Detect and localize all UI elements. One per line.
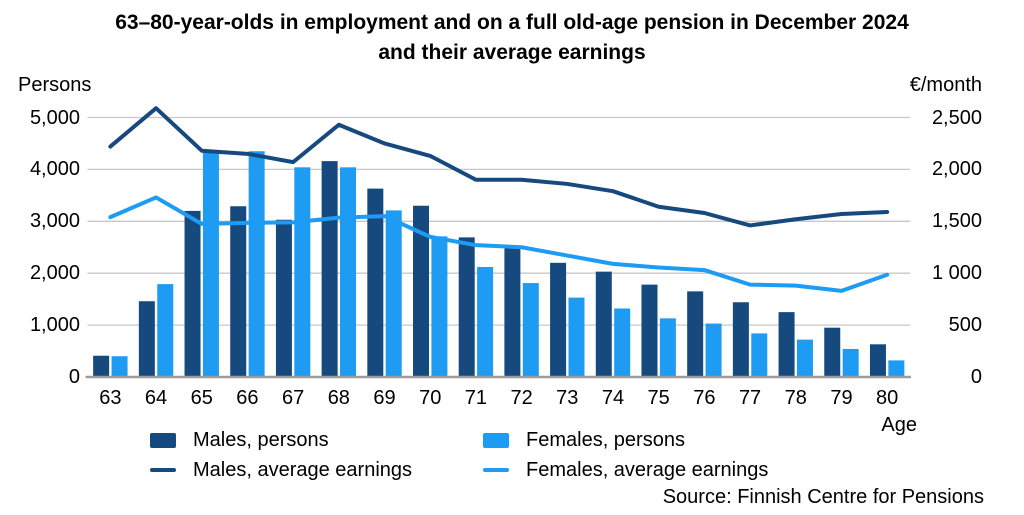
right-tick-500: 500 bbox=[948, 314, 982, 337]
left-tick-1,000: 1,000 bbox=[29, 314, 80, 337]
bar-males-70 bbox=[413, 205, 430, 377]
bar-males-69 bbox=[367, 188, 384, 377]
x-tick-74: 74 bbox=[601, 387, 625, 409]
bar-males-66 bbox=[230, 206, 247, 377]
legend-label-females-persons: Females, persons bbox=[526, 428, 685, 451]
bar-females-75 bbox=[659, 318, 676, 377]
x-axis-title: Age bbox=[881, 414, 917, 436]
legend-label-males-earnings: Males, average earnings bbox=[193, 458, 413, 481]
right-axis-unit-label: €/month bbox=[909, 74, 982, 96]
bar-males-72 bbox=[504, 248, 521, 377]
left-tick-3,000: 3,000 bbox=[29, 210, 80, 233]
bar-females-67 bbox=[294, 167, 311, 377]
bar-females-78 bbox=[796, 339, 813, 377]
x-tick-69: 69 bbox=[373, 387, 396, 409]
x-tick-65: 65 bbox=[190, 387, 213, 409]
bar-females-68 bbox=[340, 167, 357, 377]
bar-males-68 bbox=[321, 161, 338, 377]
legend-item-males-earnings: Males, average earnings bbox=[150, 458, 412, 482]
legend-item-females-earnings: Females, average earnings bbox=[483, 458, 768, 482]
bar-females-69 bbox=[385, 210, 402, 377]
right-tick-0: 0 bbox=[970, 366, 982, 388]
bar-females-77 bbox=[751, 333, 768, 377]
legend-label-males-persons: Males, persons bbox=[193, 428, 329, 451]
x-tick-73: 73 bbox=[556, 387, 579, 409]
right-tick-2,000: 2,000 bbox=[931, 158, 982, 181]
left-tick-2,000: 2,000 bbox=[29, 262, 80, 285]
females-persons-swatch-icon bbox=[483, 432, 509, 448]
bar-males-76 bbox=[687, 291, 704, 377]
bar-males-77 bbox=[732, 302, 749, 377]
males-persons-swatch-icon bbox=[150, 432, 176, 448]
right-tick-1 000: 1 000 bbox=[931, 262, 982, 285]
bar-females-64 bbox=[157, 284, 174, 377]
bar-females-74 bbox=[614, 308, 631, 377]
x-tick-72: 72 bbox=[510, 387, 533, 409]
x-tick-75: 75 bbox=[647, 387, 670, 409]
bar-females-79 bbox=[842, 348, 859, 377]
x-tick-71: 71 bbox=[464, 387, 488, 409]
bar-males-79 bbox=[824, 327, 841, 377]
bar-males-65 bbox=[184, 210, 201, 377]
x-tick-78: 78 bbox=[784, 387, 807, 409]
x-tick-63: 63 bbox=[99, 387, 122, 409]
line-males-earnings bbox=[108, 106, 890, 228]
bar-males-78 bbox=[778, 312, 795, 377]
x-tick-76: 76 bbox=[693, 387, 716, 409]
bar-males-64 bbox=[138, 301, 155, 377]
right-tick-2,500: 2,500 bbox=[931, 106, 982, 129]
bar-females-63 bbox=[111, 356, 128, 377]
males-earnings-line-icon bbox=[150, 468, 176, 472]
left-axis-unit-label: Persons bbox=[18, 74, 92, 96]
bar-females-72 bbox=[522, 283, 539, 377]
chart-title-line2: and their average earnings bbox=[378, 41, 646, 64]
left-tick-5,000: 5,000 bbox=[29, 106, 80, 129]
x-tick-68: 68 bbox=[327, 387, 350, 409]
bar-males-71 bbox=[458, 237, 475, 377]
line-females-earnings bbox=[108, 195, 890, 293]
legend-item-females-persons: Females, persons bbox=[483, 428, 685, 452]
bar-males-63 bbox=[93, 355, 110, 377]
bar-males-73 bbox=[550, 262, 567, 377]
x-tick-67: 67 bbox=[282, 387, 305, 409]
bar-males-67 bbox=[275, 219, 292, 377]
right-tick-1,500: 1,500 bbox=[931, 210, 982, 233]
bar-females-73 bbox=[568, 297, 585, 377]
x-tick-70: 70 bbox=[419, 387, 442, 409]
bar-males-74 bbox=[595, 271, 612, 377]
legend-label-females-earnings: Females, average earnings bbox=[526, 458, 769, 481]
source-text: Source: Finnish Centre for Pensions bbox=[662, 486, 984, 508]
legend-item-males-persons: Males, persons bbox=[150, 428, 329, 452]
bar-females-80 bbox=[888, 360, 905, 377]
bar-females-76 bbox=[705, 323, 722, 377]
x-tick-80: 80 bbox=[876, 387, 899, 409]
bar-males-80 bbox=[869, 344, 886, 377]
bar-males-75 bbox=[641, 284, 658, 377]
left-tick-4,000: 4,000 bbox=[29, 158, 80, 181]
left-tick-0: 0 bbox=[68, 366, 80, 388]
chart-title: 63–80-year-olds in employment and on a f… bbox=[0, 8, 1024, 68]
bar-females-70 bbox=[431, 236, 448, 377]
bar-females-71 bbox=[477, 266, 494, 377]
bar-females-65 bbox=[202, 151, 219, 377]
bar-females-66 bbox=[248, 151, 265, 377]
chart-title-line1: 63–80-year-olds in employment and on a f… bbox=[115, 11, 909, 34]
x-tick-79: 79 bbox=[830, 387, 853, 409]
x-tick-64: 64 bbox=[144, 387, 168, 409]
x-tick-77: 77 bbox=[738, 387, 762, 409]
females-earnings-line-icon bbox=[483, 468, 509, 472]
x-tick-66: 66 bbox=[236, 387, 259, 409]
